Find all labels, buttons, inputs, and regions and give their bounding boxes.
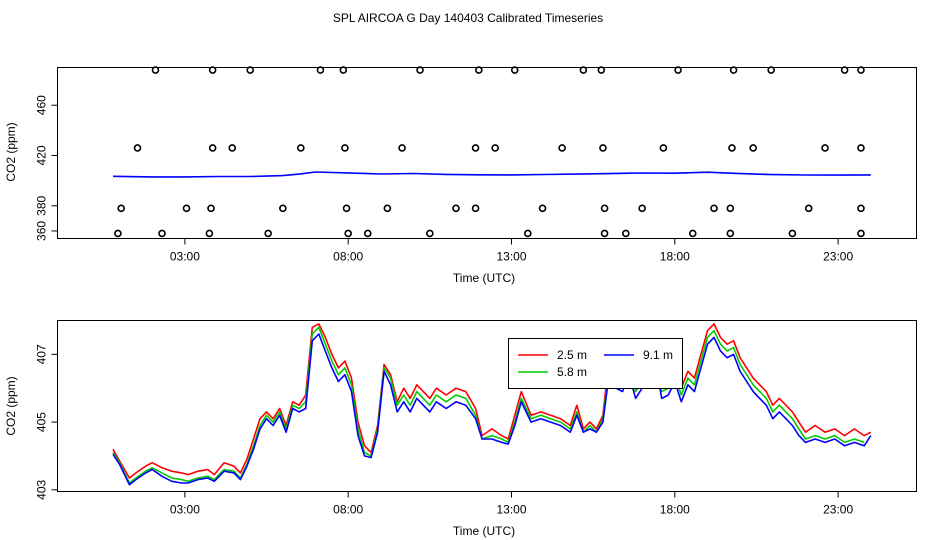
bottom-x-tick-label: 18:00 bbox=[660, 503, 690, 517]
top-flask-point bbox=[297, 144, 305, 152]
top-y-tick-label: 360 bbox=[35, 221, 49, 241]
top-flask-point bbox=[264, 229, 272, 238]
bottom-y-axis-label: CO2 (ppm) bbox=[4, 376, 18, 435]
top-panel: 03:00 08:00 13:00 18:00 23:00 360 380 420 460 Ti… bbox=[4, 66, 917, 285]
bottom-plot-marks bbox=[112, 323, 872, 486]
legend-label-9-1m: 9.1 m bbox=[643, 348, 673, 362]
top-x-tick-label: 08:00 bbox=[333, 250, 363, 264]
top-flask-point bbox=[342, 204, 351, 213]
series-line-9-1-m bbox=[112, 333, 872, 486]
bottom-y-tick-label: 407 bbox=[35, 344, 49, 364]
top-flask-point bbox=[638, 204, 646, 213]
top-flask-point bbox=[398, 144, 406, 152]
bottom-y-tick-label: 403 bbox=[35, 479, 49, 499]
top-flask-point bbox=[558, 144, 566, 152]
top-axes: 03:00 08:00 13:00 18:00 23:00 360 380 420 460 bbox=[35, 95, 854, 264]
bottom-x-axis-label: Time (UTC) bbox=[453, 524, 515, 538]
top-flask-point bbox=[228, 144, 237, 152]
top-x-tick-label: 18:00 bbox=[660, 250, 690, 264]
legend-label-2-5m: 2.5 m bbox=[557, 348, 587, 362]
top-flask-point bbox=[363, 229, 372, 238]
top-flask-point bbox=[524, 229, 532, 238]
legend: 2.5 m 5.8 m 9.1 m bbox=[508, 338, 683, 389]
top-flask-point bbox=[491, 144, 499, 152]
top-flask-point bbox=[383, 204, 392, 213]
legend-label-5-8m: 5.8 m bbox=[557, 365, 587, 379]
top-flask-point bbox=[600, 204, 609, 213]
bottom-x-tick-label: 08:00 bbox=[333, 503, 363, 517]
top-flask-point bbox=[804, 204, 813, 213]
top-flask-point bbox=[688, 229, 697, 238]
top-flask-point bbox=[857, 204, 865, 213]
top-flask-point bbox=[749, 144, 757, 152]
top-flask-point bbox=[344, 229, 352, 238]
top-flask-point bbox=[788, 229, 797, 238]
top-flask-point bbox=[622, 229, 630, 238]
top-flask-point bbox=[821, 144, 829, 152]
top-flask-point bbox=[341, 144, 349, 152]
top-y-tick-label: 380 bbox=[35, 195, 49, 215]
top-flask-point bbox=[426, 229, 434, 238]
bottom-panel: 03:00 08:00 13:00 18:00 23:00 403 405 407 Time … bbox=[4, 320, 917, 538]
top-flask-point bbox=[659, 144, 668, 152]
top-x-tick-label: 03:00 bbox=[170, 250, 200, 264]
top-flask-point bbox=[182, 204, 191, 213]
top-flask-point bbox=[538, 204, 547, 213]
top-flask-point bbox=[208, 144, 217, 152]
bottom-x-tick-label: 03:00 bbox=[170, 503, 200, 517]
bottom-axes: 03:00 08:00 13:00 18:00 23:00 403 405 407 bbox=[35, 344, 854, 516]
top-flask-point bbox=[207, 204, 215, 213]
top-x-axis-label: Time (UTC) bbox=[453, 271, 515, 285]
top-plot-frame bbox=[57, 67, 917, 239]
top-flask-point bbox=[710, 204, 718, 213]
top-y-axis-label: CO2 (ppm) bbox=[4, 122, 18, 181]
top-flask-point bbox=[117, 204, 125, 213]
top-flask-point bbox=[471, 144, 480, 152]
top-series-line bbox=[112, 171, 871, 178]
top-flask-point bbox=[205, 229, 214, 238]
bottom-y-tick-label: 405 bbox=[35, 412, 49, 432]
top-flask-point bbox=[726, 204, 735, 213]
top-flask-point bbox=[726, 229, 735, 238]
top-flask-point bbox=[452, 204, 460, 213]
series-line-5-8-m bbox=[112, 326, 865, 484]
bottom-plot-frame bbox=[57, 320, 917, 492]
top-x-tick-label: 13:00 bbox=[496, 250, 526, 264]
bottom-x-tick-label: 23:00 bbox=[823, 503, 853, 517]
series-line-2-5-m bbox=[112, 323, 872, 479]
top-flask-point bbox=[279, 204, 287, 213]
legend-box bbox=[508, 338, 683, 389]
top-flask-point bbox=[857, 229, 865, 238]
page-title: SPL AIRCOA G Day 140403 Calibrated Times… bbox=[333, 11, 603, 25]
top-flask-point bbox=[114, 229, 122, 238]
top-flask-point bbox=[133, 144, 142, 152]
top-y-tick-label: 420 bbox=[35, 145, 49, 165]
top-flask-point bbox=[600, 229, 609, 238]
top-y-tick-label: 460 bbox=[35, 95, 49, 115]
top-flask-point bbox=[599, 144, 607, 152]
bottom-x-tick-label: 13:00 bbox=[496, 503, 526, 517]
top-plot-marks bbox=[112, 66, 871, 238]
top-flask-point bbox=[158, 229, 166, 238]
top-flask-point bbox=[857, 144, 865, 152]
top-flask-point bbox=[471, 204, 480, 213]
top-x-tick-label: 23:00 bbox=[823, 250, 853, 264]
top-flask-point bbox=[728, 144, 736, 152]
